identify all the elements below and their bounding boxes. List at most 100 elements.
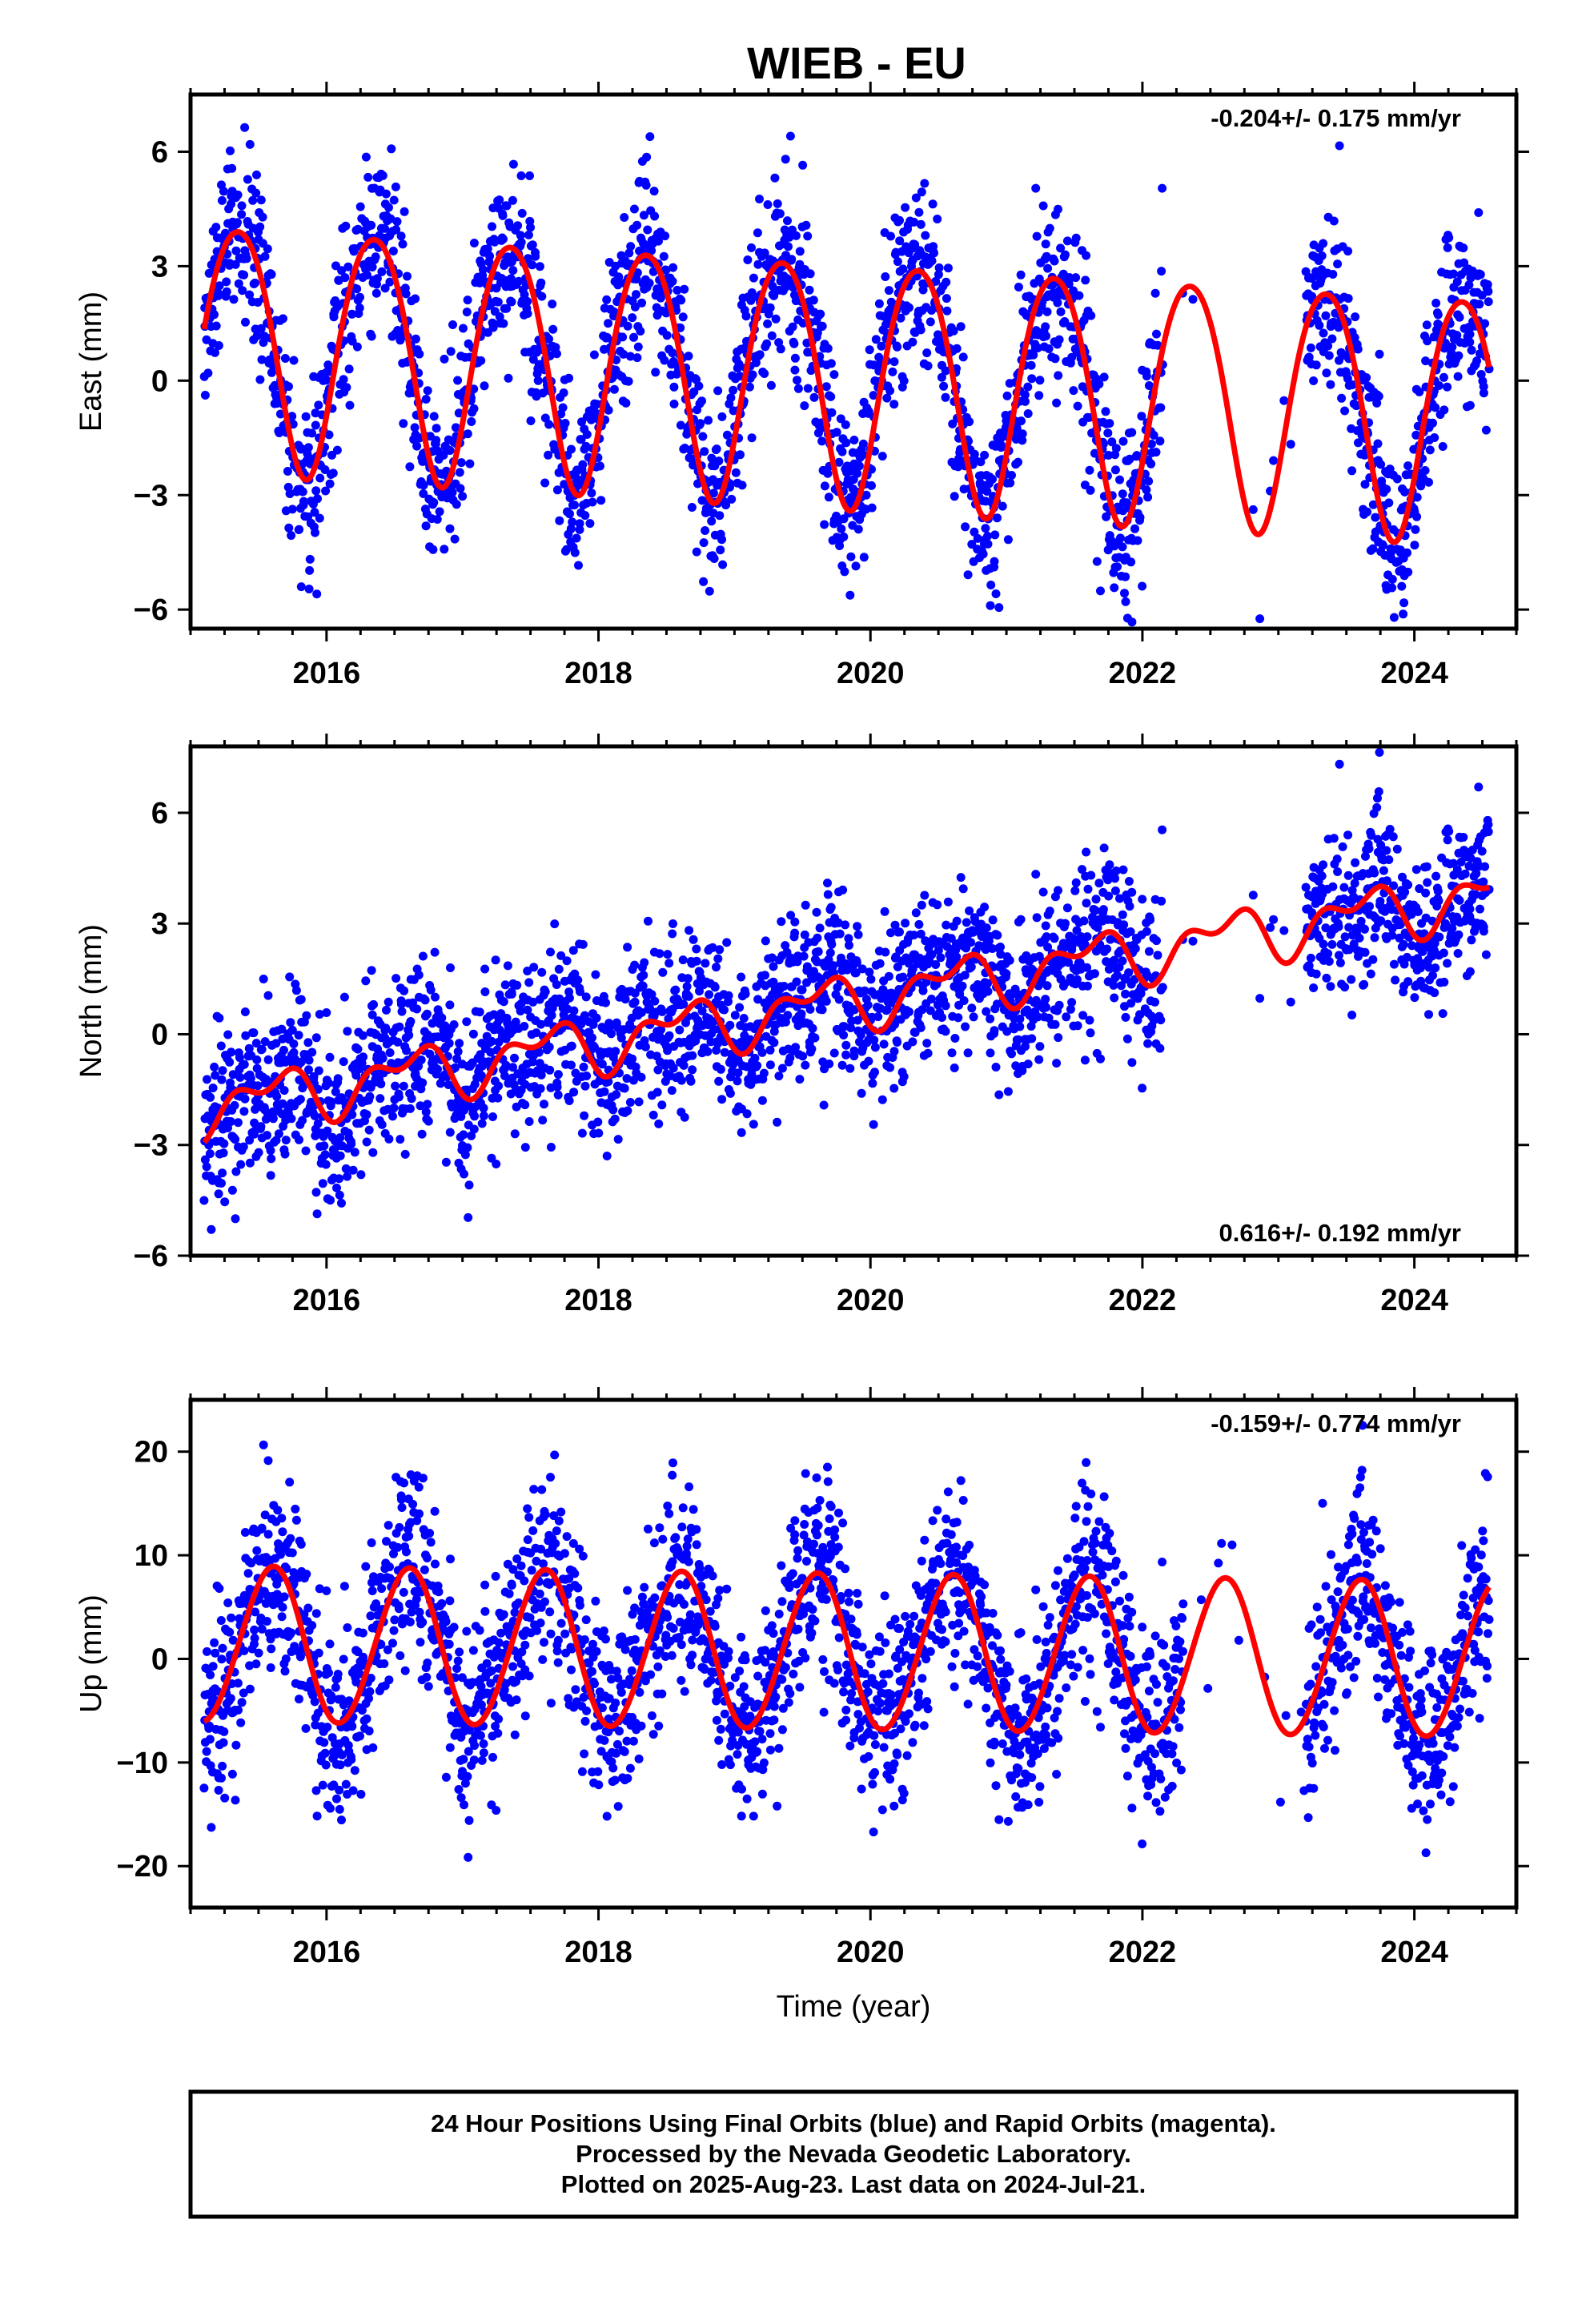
data-point [1317, 251, 1327, 260]
data-point [982, 923, 991, 933]
data-point [1034, 391, 1044, 400]
data-point [829, 961, 838, 971]
data-point [1424, 477, 1433, 487]
data-point [1137, 412, 1146, 421]
data-point [1363, 507, 1372, 517]
data-point [1144, 476, 1154, 486]
data-point [922, 348, 932, 358]
data-point [287, 505, 297, 514]
data-point [1103, 875, 1113, 885]
data-point [239, 270, 249, 279]
data-point [1118, 956, 1127, 966]
data-point [790, 917, 800, 927]
data-point [874, 299, 884, 308]
data-point [1366, 969, 1375, 979]
data-point [753, 1061, 762, 1071]
data-point [753, 995, 763, 1004]
data-point [475, 1007, 484, 1017]
data-point [552, 980, 561, 989]
data-point [227, 163, 237, 173]
data-point [450, 534, 460, 544]
data-point [523, 1005, 532, 1015]
data-point [242, 254, 251, 263]
data-point [1073, 401, 1082, 411]
data-point [835, 929, 845, 939]
data-point [1423, 878, 1432, 887]
data-point [676, 420, 685, 430]
data-point [568, 946, 578, 955]
data-point [813, 933, 822, 943]
data-point [1434, 381, 1443, 390]
data-point [1014, 457, 1022, 467]
data-point [933, 900, 942, 910]
data-point [1121, 597, 1130, 606]
data-point [380, 223, 389, 233]
data-point [536, 1019, 546, 1029]
data-point [241, 317, 250, 327]
data-point [630, 997, 640, 1007]
data-point [998, 501, 1007, 511]
data-point [1188, 936, 1198, 946]
data-point [309, 1072, 319, 1081]
data-point [1099, 843, 1109, 853]
data-point [1350, 879, 1359, 888]
data-point [890, 920, 900, 930]
data-point [430, 947, 440, 957]
data-point [423, 386, 432, 396]
data-point [643, 225, 652, 235]
data-point [1484, 827, 1493, 837]
data-point [453, 1047, 463, 1056]
data-point [671, 985, 681, 995]
data-point [836, 414, 845, 424]
data-point [735, 1003, 745, 1012]
data-point [630, 960, 640, 970]
data-point [468, 1029, 478, 1039]
data-point [516, 231, 525, 240]
data-point [1368, 544, 1378, 553]
data-point [304, 1055, 314, 1065]
data-point [851, 561, 861, 571]
data-point [1121, 1012, 1130, 1022]
data-point [343, 1172, 352, 1181]
data-point [1389, 613, 1399, 622]
data-point [237, 201, 247, 211]
data-point [1453, 949, 1463, 958]
data-point [1306, 343, 1315, 352]
data-point [1155, 436, 1165, 446]
data-point [765, 1060, 775, 1070]
data-point [1149, 431, 1158, 440]
data-point [371, 288, 381, 298]
data-point [1335, 951, 1343, 960]
data-point [231, 259, 240, 269]
data-point [446, 963, 455, 972]
data-point [692, 956, 701, 966]
data-point [801, 900, 810, 910]
data-point [465, 459, 475, 468]
data-point [1425, 445, 1435, 455]
data-point [774, 1072, 784, 1081]
data-point [326, 1196, 335, 1205]
data-point [1081, 275, 1090, 285]
data-point [886, 928, 895, 938]
data-point [1062, 236, 1072, 246]
data-point [733, 1076, 742, 1086]
data-point [726, 393, 736, 403]
data-point [284, 523, 294, 533]
data-point [650, 996, 660, 1006]
data-point [866, 975, 876, 984]
data-point [879, 1039, 889, 1049]
data-point [865, 967, 874, 977]
data-point [1384, 855, 1394, 864]
data-point [1096, 586, 1105, 596]
data-point [313, 1119, 323, 1128]
data-point [707, 453, 717, 463]
data-point [905, 1007, 913, 1016]
data-point [1126, 999, 1136, 1008]
data-point [614, 272, 624, 282]
data-point [1150, 288, 1160, 298]
data-point [725, 1020, 735, 1030]
data-point [1439, 405, 1449, 415]
data-point [251, 188, 261, 198]
data-point [648, 267, 658, 276]
data-point [322, 1008, 331, 1017]
